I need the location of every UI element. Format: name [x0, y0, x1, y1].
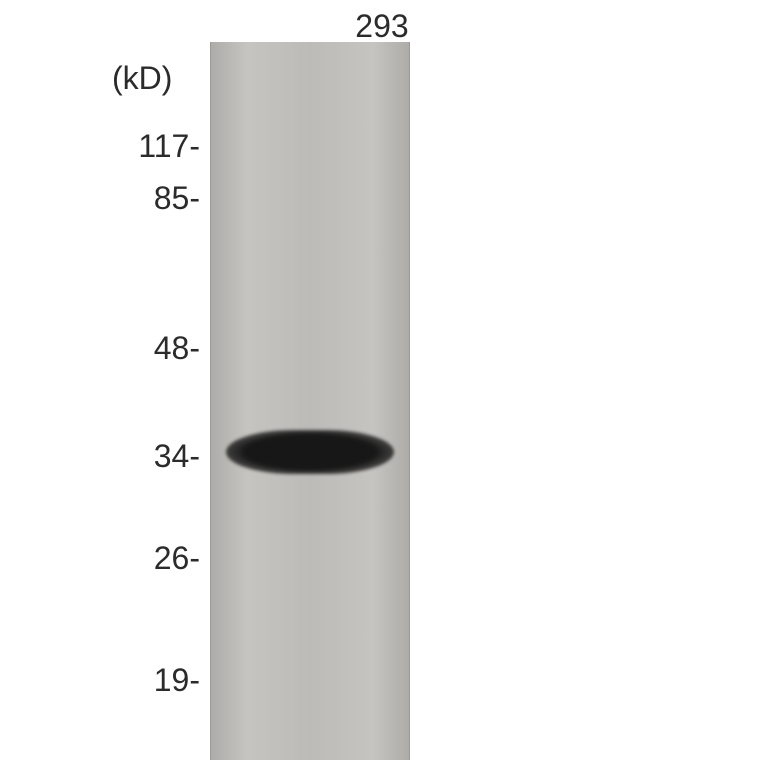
mw-marker: 26- — [154, 540, 200, 577]
unit-label: (kD) — [112, 60, 172, 97]
lane-label: 293 — [0, 8, 764, 45]
western-blot-figure: 293 (kD) 117- 85- 48- 34- 26- 19- — [0, 0, 764, 764]
mw-marker: 34- — [154, 438, 200, 475]
mw-marker: 117- — [138, 128, 200, 165]
mw-marker: 85- — [154, 180, 200, 217]
mw-marker: 19- — [154, 662, 200, 699]
protein-band — [226, 430, 394, 474]
mw-marker: 48- — [154, 330, 200, 367]
blot-lane — [210, 42, 410, 760]
